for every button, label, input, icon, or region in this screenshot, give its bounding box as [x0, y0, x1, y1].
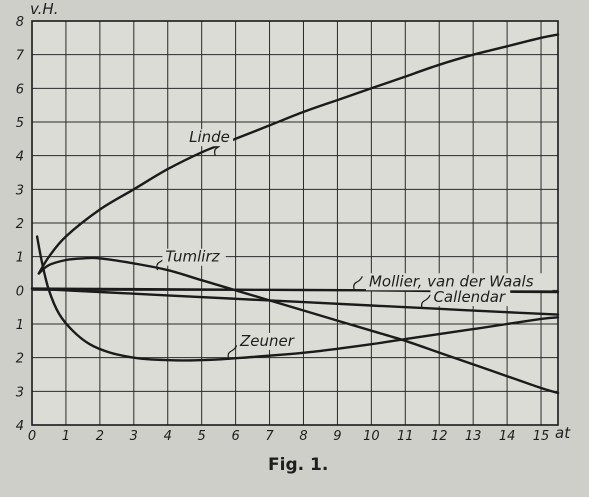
y-tick-label: 5: [16, 116, 24, 131]
y-tick-label: 2: [16, 352, 24, 367]
x-tick-label: 11: [397, 429, 414, 444]
y-tick-label: 6: [16, 82, 24, 97]
y-tick-label: 2: [16, 217, 24, 232]
y-tick-label: 0: [16, 284, 24, 299]
annotations: Linde Tumlirz Mollier, van der WaalsCallen…: [156, 128, 553, 360]
figure-caption: Fig. 1.: [268, 455, 328, 475]
x-tick-label: 0: [28, 429, 36, 444]
x-tick-label: 6: [231, 429, 239, 444]
y-tick-label: 1: [16, 318, 24, 333]
series-line: [35, 235, 560, 362]
y-axis-label: v.H.: [30, 0, 58, 18]
y-tick-label: 8: [16, 15, 24, 30]
series-line: [37, 33, 560, 275]
x-tick-label: 4: [164, 429, 172, 444]
annotation-bg: [365, 273, 553, 291]
x-tick-label: 10: [363, 429, 380, 444]
annotation-bg: [162, 248, 226, 266]
x-tick-label: 9: [333, 429, 341, 444]
x-tick-label: 1: [62, 429, 70, 444]
y-tick-label: 7: [16, 49, 25, 64]
y-tick-label: 3: [16, 385, 24, 400]
annotation-label: Tumlirz: [165, 248, 220, 266]
y-tick-label: 4: [16, 150, 24, 165]
grid: [31, 20, 558, 426]
x-tick-label: 8: [299, 429, 307, 444]
x-tick-label: 14: [499, 429, 516, 444]
annotation-leader: [227, 345, 238, 360]
annotation-label: Mollier, van der Waals: [369, 272, 534, 290]
annotation-label: Zeuner: [239, 332, 295, 350]
plot-frame: [31, 20, 559, 426]
x-tick-label: 15: [533, 429, 550, 444]
annotation-label: Callendar: [433, 288, 505, 306]
annotation-bg: [186, 129, 234, 147]
annotation-leader: [353, 276, 363, 291]
y-tick-label: 3: [16, 183, 24, 198]
x-tick-label: 5: [198, 429, 206, 444]
series-line: [30, 287, 560, 316]
x-tick-label: 13: [465, 429, 482, 444]
x-tick-label: 12: [431, 429, 448, 444]
annotation-leader: [421, 294, 431, 310]
annotation-bg: [237, 332, 293, 350]
x-tick-label: 2: [96, 429, 104, 444]
annotation-bg: [430, 289, 511, 307]
annotation-label: Linde: [189, 128, 230, 146]
x-tick-label: 7: [265, 429, 274, 444]
x-axis-label: at: [555, 424, 571, 442]
x-tick-label: 3: [130, 429, 138, 444]
y-tick-label: 1: [16, 251, 24, 266]
y-tick-label: 4: [16, 419, 24, 434]
